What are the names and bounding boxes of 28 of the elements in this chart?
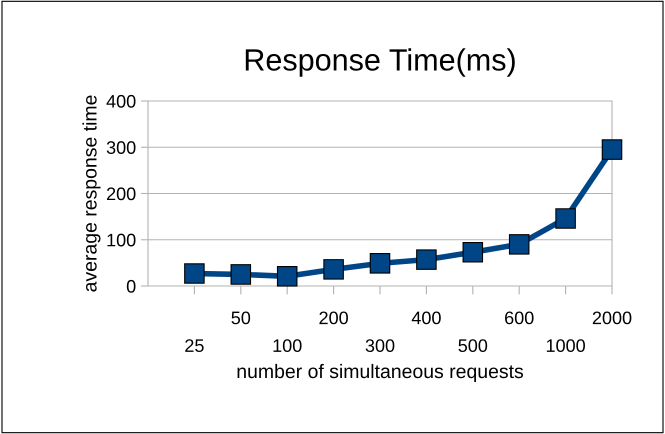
- y-tick-label: 0: [126, 280, 136, 293]
- point: [323, 259, 344, 280]
- point: [416, 249, 437, 270]
- point: [602, 139, 622, 160]
- y-tick-label: 400: [106, 94, 136, 108]
- point: [462, 242, 484, 263]
- x-tick-label: 100: [274, 339, 302, 352]
- x-tick-label: 50: [231, 311, 250, 324]
- y-tick-label: 100: [107, 234, 136, 246]
- chart-title: Response Time(ms): [246, 48, 515, 77]
- x-tick-label: 200: [319, 311, 348, 324]
- x-tick-label: 25: [185, 339, 204, 352]
- y-tick-label: 300: [106, 141, 136, 154]
- point: [370, 253, 390, 274]
- x-tick-label: 600: [505, 311, 534, 324]
- point: [230, 264, 252, 285]
- y-tick-label: 200: [106, 187, 136, 200]
- point: [508, 234, 530, 255]
- x-tick-label: 500: [458, 339, 488, 352]
- x-axis-title: number of simultaneous requests: [238, 364, 524, 382]
- x-tick-label: 400: [412, 311, 441, 324]
- x-tick-label: 2000: [592, 311, 632, 324]
- point: [276, 266, 298, 287]
- y-axis-title: average response time: [82, 95, 101, 292]
- x-tick-label: 300: [366, 339, 394, 352]
- point: [184, 263, 205, 284]
- x-tick-label: 1000: [546, 339, 585, 352]
- point: [555, 208, 576, 229]
